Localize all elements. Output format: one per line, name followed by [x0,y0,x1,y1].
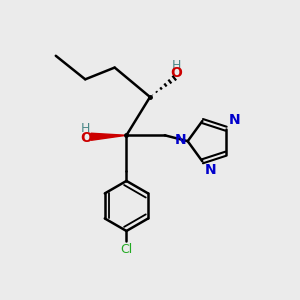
Text: N: N [228,113,240,127]
Text: H: H [81,122,91,135]
Text: O: O [171,66,182,80]
Text: H: H [172,59,181,72]
Polygon shape [91,133,126,140]
Text: Cl: Cl [120,243,133,256]
Text: N: N [205,163,216,177]
Text: O: O [80,131,92,145]
Text: N: N [175,133,186,147]
